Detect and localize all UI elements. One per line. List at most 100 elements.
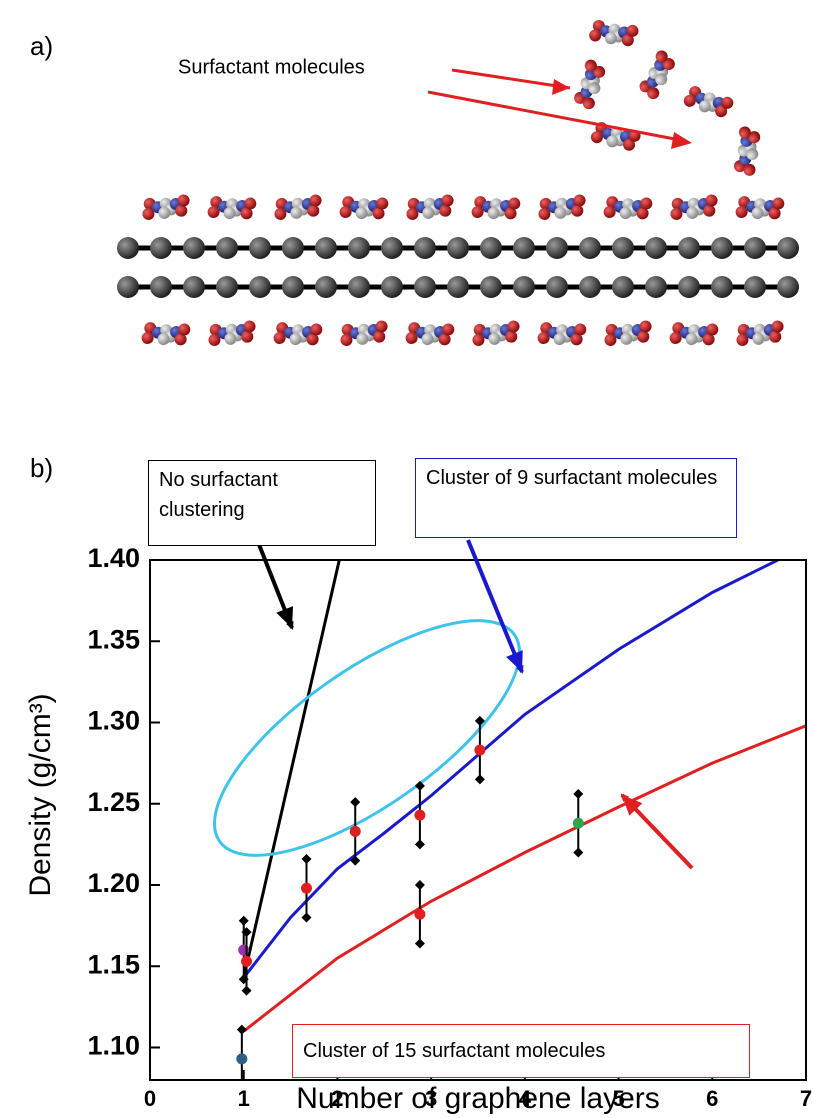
atom <box>505 330 518 343</box>
arrow <box>451 68 571 90</box>
atom <box>553 333 566 346</box>
y-axis-label: Density (g/cm³) <box>24 693 57 896</box>
error-cap <box>350 855 361 866</box>
atom <box>487 207 500 220</box>
data-point <box>349 825 361 837</box>
carbon-atom <box>348 276 370 298</box>
carbon-atom <box>315 276 337 298</box>
atom <box>769 330 782 343</box>
molecule <box>273 322 323 346</box>
atom <box>243 320 256 333</box>
atom <box>372 207 385 220</box>
carbon-atom <box>282 276 304 298</box>
atom <box>662 58 675 71</box>
y-tick-label: 1.20 <box>87 868 140 898</box>
carbon-atom <box>744 276 766 298</box>
molecule <box>639 50 675 100</box>
atom <box>574 323 587 336</box>
atom <box>438 333 451 346</box>
error-cap <box>301 854 312 864</box>
atom <box>588 82 601 95</box>
x-tick-label: 4 <box>519 1086 532 1111</box>
atom <box>743 163 756 176</box>
atom <box>647 87 660 100</box>
carbon-atom <box>744 237 766 259</box>
carbon-atom <box>612 237 634 259</box>
carbon-atom <box>579 237 601 259</box>
annotation: Surfactant molecules <box>178 56 365 78</box>
atom <box>422 206 435 219</box>
atom <box>655 73 668 86</box>
highlight-ellipse <box>212 619 522 857</box>
atom <box>223 207 236 220</box>
atom <box>537 332 550 345</box>
arrow <box>427 90 681 142</box>
atom <box>441 194 454 207</box>
atom <box>752 332 765 345</box>
molecule <box>538 194 586 220</box>
data-point <box>301 882 313 894</box>
atom <box>683 94 696 107</box>
atom <box>573 194 586 207</box>
panel-label: a) <box>30 31 53 61</box>
atom <box>706 323 719 336</box>
data-point <box>241 955 253 967</box>
y-tick-label: 1.15 <box>87 949 140 979</box>
atom <box>636 207 649 220</box>
molecule <box>207 196 257 220</box>
carbon-atom <box>645 276 667 298</box>
arrow-head <box>276 606 294 628</box>
molecule <box>604 320 652 346</box>
atom <box>356 332 369 345</box>
error-cap <box>414 839 425 850</box>
annotation-box: Cluster of 9 surfactant molecules <box>415 458 737 538</box>
atom <box>571 204 584 217</box>
error-cap <box>301 912 312 923</box>
x-axis-label: Number of graphene layers <box>296 1082 660 1115</box>
y-tick-label: 1.40 <box>87 543 140 573</box>
molecule <box>208 320 256 346</box>
atom <box>177 194 190 207</box>
error-cap <box>474 715 485 726</box>
molecule <box>735 196 785 220</box>
molecule <box>670 194 718 220</box>
molecule <box>472 320 520 346</box>
carbon-atom <box>546 237 568 259</box>
data-point <box>236 1053 248 1065</box>
atom <box>748 131 761 144</box>
atom <box>306 333 319 346</box>
error-cap <box>350 797 361 808</box>
data-point <box>414 908 426 920</box>
carbon-atom <box>150 276 172 298</box>
molecule <box>733 126 761 176</box>
molecule <box>669 322 719 346</box>
molecule <box>603 196 653 220</box>
carbon-atom <box>645 237 667 259</box>
data-point <box>474 744 486 756</box>
error-cap <box>414 880 425 890</box>
atom <box>702 333 715 346</box>
atom <box>606 135 619 148</box>
atom <box>626 24 639 37</box>
atom <box>623 138 636 151</box>
atom <box>224 332 237 345</box>
molecule <box>142 194 190 220</box>
arrow-head <box>506 650 523 672</box>
y-tick-label: 1.30 <box>87 706 140 736</box>
atom <box>582 97 595 110</box>
error-cap <box>474 774 485 785</box>
molecule <box>574 59 606 110</box>
atom <box>157 333 170 346</box>
atom <box>698 100 711 113</box>
atom <box>274 207 287 220</box>
x-tick-label: 5 <box>612 1086 624 1111</box>
atom <box>307 204 320 217</box>
atom <box>670 207 683 220</box>
carbon-atom <box>513 237 535 259</box>
carbon-atom <box>249 276 271 298</box>
atom <box>685 333 698 346</box>
molecule <box>274 194 322 220</box>
y-tick-label: 1.35 <box>87 624 140 654</box>
